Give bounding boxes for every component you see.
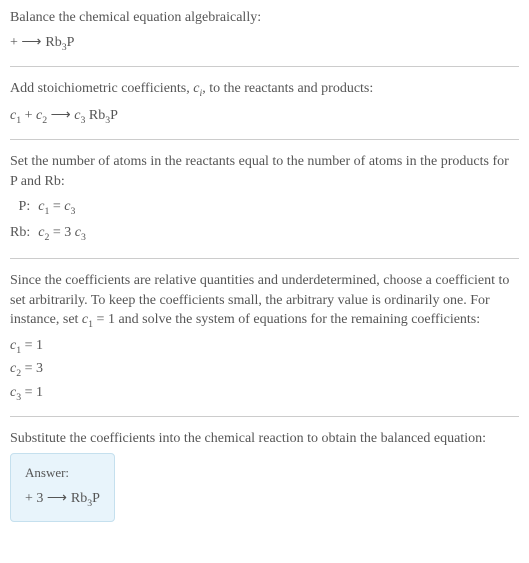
divider-2 [10, 139, 519, 140]
stoich-equation: c1 + c2 ⟶ c3 Rb3P [10, 105, 519, 128]
eq-arrow: ⟶ [21, 33, 45, 49]
intro-equation: + ⟶ Rb3P [10, 32, 519, 55]
coeff-line-1: c1 = 1 [10, 336, 519, 358]
answer-label: Answer: [25, 464, 100, 482]
stoich-title-part2: , to the reactants and products: [202, 81, 373, 96]
answer-equation: + 3 ⟶ Rb3P [25, 488, 100, 511]
divider-4 [10, 416, 519, 417]
rb-eq: = 3 [49, 225, 74, 240]
ans-prod2: P [92, 491, 100, 506]
section-stoichiometric: Add stoichiometric coefficients, ci, to … [10, 79, 519, 127]
cl3-v: = 1 [21, 385, 43, 400]
atom-eq-p: c1 = c3 [38, 195, 86, 221]
stoich-title-part1: Add stoichiometric coefficients, [10, 81, 193, 96]
coeff-list: c1 = 1 c2 = 3 c3 = 1 [10, 336, 519, 405]
cl1-v: = 1 [21, 338, 43, 353]
atom-label-rb: Rb: [10, 221, 38, 247]
eq-reactants: + [10, 35, 21, 50]
rb-c3s: 3 [81, 232, 86, 243]
atom-title: Set the number of atoms in the reactants… [10, 152, 519, 191]
divider-1 [10, 66, 519, 67]
atom-table: P: c1 = c3 Rb: c2 = 3 c3 [10, 195, 86, 246]
ans-left: + 3 [25, 491, 47, 506]
section-balance-intro: Balance the chemical equation algebraica… [10, 8, 519, 54]
cl2-v: = 3 [21, 361, 43, 376]
solve-title: Since the coefficients are relative quan… [10, 271, 519, 332]
ans-arrow: ⟶ [47, 489, 71, 505]
stoich-title: Add stoichiometric coefficients, ci, to … [10, 79, 519, 101]
answer-box: Answer: + 3 ⟶ Rb3P [10, 453, 115, 522]
solve-title-part2: and solve the system of equations for th… [115, 312, 480, 327]
stoich-arrow: ⟶ [51, 106, 71, 122]
atom-label-p: P: [10, 195, 38, 221]
p-eq: = [49, 199, 64, 214]
sp1: + [21, 108, 36, 123]
ans-prod: Rb [71, 491, 87, 506]
solve-eq1: = 1 [93, 312, 115, 327]
substitute-title: Substitute the coefficients into the che… [10, 429, 519, 449]
atom-row-p: P: c1 = c3 [10, 195, 86, 221]
section-substitute: Substitute the coefficients into the che… [10, 429, 519, 521]
coeff-line-2: c2 = 3 [10, 359, 519, 381]
atom-row-rb: Rb: c2 = 3 c3 [10, 221, 86, 247]
stoich-prod: Rb [89, 108, 105, 123]
eq-product-p: P [67, 35, 75, 50]
atom-eq-rb: c2 = 3 c3 [38, 221, 86, 247]
section-solve: Since the coefficients are relative quan… [10, 271, 519, 404]
coeff-line-3: c3 = 1 [10, 383, 519, 405]
intro-title: Balance the chemical equation algebraica… [10, 8, 519, 28]
stoich-prod2: P [110, 108, 118, 123]
section-atom-balance: Set the number of atoms in the reactants… [10, 152, 519, 246]
p-c3s: 3 [70, 206, 75, 217]
divider-3 [10, 258, 519, 259]
eq-product-rb: Rb [45, 35, 61, 50]
